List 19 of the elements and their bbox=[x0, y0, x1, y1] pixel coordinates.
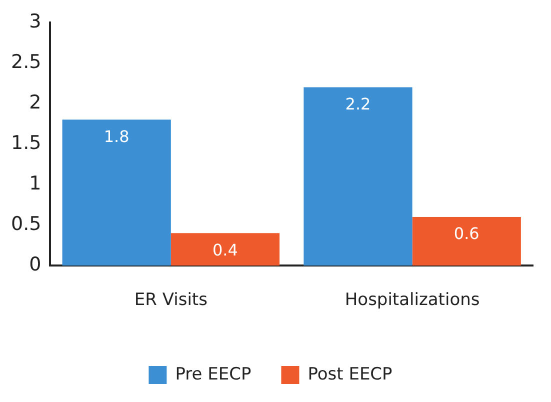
x-tick-label: ER Visits bbox=[134, 290, 208, 310]
data-label: 1.8 bbox=[104, 126, 130, 146]
y-tick-label: 2 bbox=[29, 91, 42, 114]
bar bbox=[412, 216, 521, 266]
y-tick-label: 2.5 bbox=[11, 50, 42, 73]
legend-label: Post EECP bbox=[308, 364, 392, 384]
data-label: 0.6 bbox=[454, 224, 480, 244]
bar bbox=[62, 120, 171, 266]
x-tick-label: Hospitalizations bbox=[344, 290, 480, 310]
bar bbox=[304, 87, 412, 266]
y-tick-label: 1 bbox=[29, 172, 42, 194]
y-tick-label: 3 bbox=[29, 10, 42, 32]
y-tick-label: 0 bbox=[29, 254, 42, 276]
y-tick-label: 0.5 bbox=[11, 213, 42, 236]
legend-label: Pre EECP bbox=[175, 364, 252, 384]
bar bbox=[170, 233, 280, 266]
data-label: 0.4 bbox=[212, 240, 238, 260]
data-label: 2.2 bbox=[345, 94, 371, 114]
y-tick-label: 1.5 bbox=[11, 132, 42, 154]
